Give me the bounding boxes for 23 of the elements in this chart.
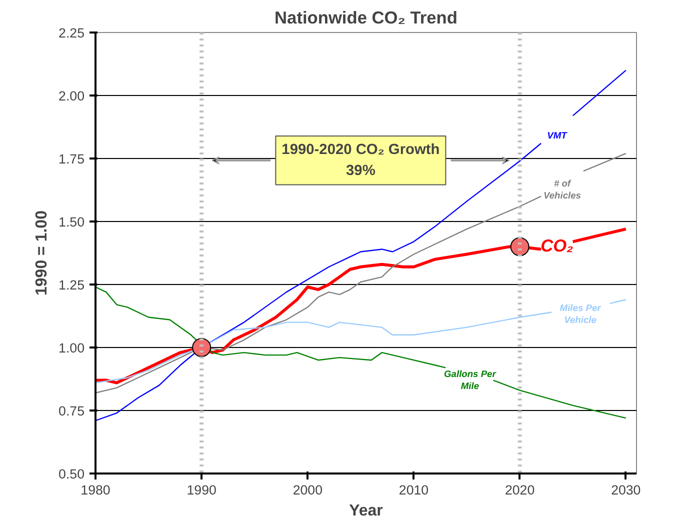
y-tick-label: 2.00 (58, 88, 85, 104)
x-tick-label: 1990 (186, 482, 216, 498)
y-tick-label: 0.50 (58, 466, 85, 482)
y-tick-label: 1.00 (58, 340, 85, 356)
x-tick-label: 2020 (504, 482, 535, 498)
annotation: 1990-2020 CO₂ Growth 39% (282, 142, 440, 179)
y-tick-label: 2.25 (58, 26, 85, 40)
x-axis-title: Year (349, 502, 383, 520)
series-label: Miles Per Vehicle (560, 302, 602, 325)
y-tick-label: 1.75 (58, 152, 85, 166)
y-tick-label: 1.50 (58, 214, 85, 230)
chart-title: Nationwide CO₂ Trend (274, 8, 458, 28)
y-axis-title: 1990 = 1.00 (34, 210, 51, 296)
series-label: Gallons Per Mile (444, 368, 498, 391)
x-tick-label: 1980 (80, 482, 110, 498)
y-tick-label: 0.75 (58, 404, 85, 418)
y-tick-label: 1.25 (58, 278, 85, 292)
x-tick-label: 2010 (398, 482, 429, 498)
x-tick-label: 2000 (292, 482, 322, 498)
series-label: CO₂ (540, 235, 574, 256)
series-label: # of Vehicles (543, 178, 582, 201)
series-label: VMT (547, 130, 568, 141)
x-tick-label: 2030 (611, 482, 641, 498)
